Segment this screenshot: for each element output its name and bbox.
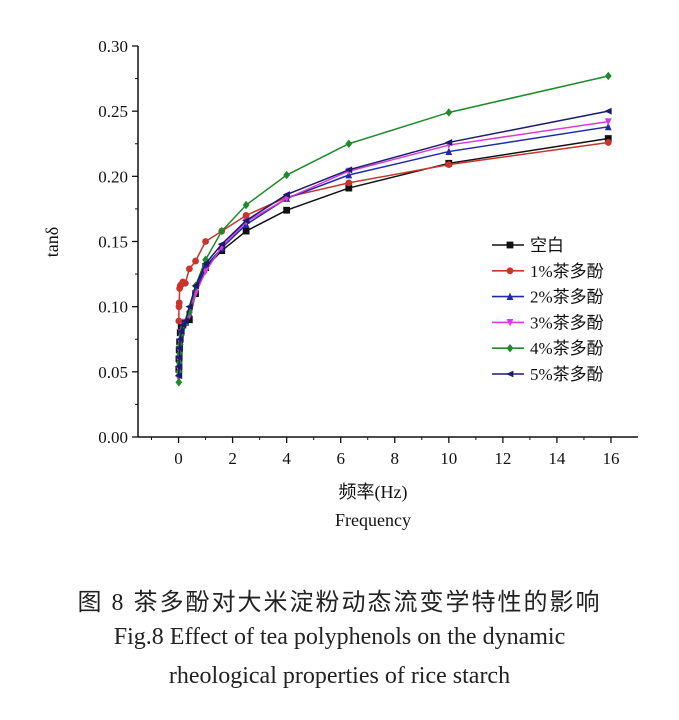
series-5 <box>174 107 612 380</box>
x-tick-label: 16 <box>602 449 619 468</box>
chart-legend: 空白 1%茶多酚 2%茶多酚 3%茶多酚 4%茶多酚 5%茶多酚 <box>492 236 604 384</box>
data-point <box>445 161 453 169</box>
data-point <box>604 135 612 142</box>
chart-axes: 0.00 0.05 0.10 0.15 0.20 0.25 0.30 0 2 4 6 8 10 12 14 1… <box>98 37 638 468</box>
data-point <box>604 71 612 81</box>
legend-marker <box>506 370 514 378</box>
legend-label: 5%茶多酚 <box>530 365 604 384</box>
x-axis-label-en: Frequency <box>335 510 411 530</box>
y-tick-label: 0.30 <box>98 37 128 56</box>
legend-label: 2%茶多酚 <box>530 288 604 307</box>
data-point <box>176 335 184 343</box>
data-point <box>185 303 193 311</box>
data-point <box>283 206 291 214</box>
data-point <box>175 317 183 325</box>
data-point <box>217 240 226 248</box>
legend-label: 3%茶多酚 <box>530 313 604 332</box>
x-tick-label: 6 <box>336 449 345 468</box>
x-tick-label: 2 <box>228 449 237 468</box>
legend-label: 4%茶多酚 <box>530 339 604 358</box>
data-point <box>345 184 353 192</box>
data-point <box>345 139 353 148</box>
y-axis-label: tanδ <box>42 227 62 257</box>
tan-delta-frequency-chart: 0.00 0.05 0.10 0.15 0.20 0.25 0.30 0 2 4 6 8 10 12 14 1… <box>42 37 638 530</box>
x-tick-label: 4 <box>282 449 291 468</box>
legend-marker <box>506 344 514 353</box>
legend-marker <box>506 292 514 300</box>
y-tick-label: 0.10 <box>98 298 128 317</box>
data-point <box>175 299 183 307</box>
figure-caption-en-line1: Fig.8 Effect of tea polyphenols on the d… <box>113 624 566 650</box>
x-tick-label: 10 <box>440 449 457 468</box>
y-tick-label: 0.15 <box>98 233 128 252</box>
data-point <box>242 200 250 210</box>
data-point <box>177 328 185 335</box>
data-point <box>604 139 612 146</box>
data-point <box>175 378 183 387</box>
data-point <box>191 282 199 290</box>
data-point <box>345 179 353 187</box>
y-tick-label: 0.25 <box>98 102 128 121</box>
data-point <box>202 268 209 276</box>
data-point <box>181 279 189 287</box>
data-point <box>181 317 189 325</box>
legend-marker <box>506 241 514 249</box>
data-point <box>344 166 353 174</box>
figure-caption-cn: 图 8 茶多酚对大米淀粉动态流变学特性的影响 <box>77 590 602 616</box>
data-point <box>242 212 250 219</box>
data-point <box>178 321 187 329</box>
legend-label: 1%茶多酚 <box>530 262 604 281</box>
data-point <box>175 354 183 361</box>
legend-marker <box>506 319 514 327</box>
data-point <box>174 363 183 371</box>
data-point <box>175 344 184 352</box>
y-tick-label: 0.20 <box>98 167 128 186</box>
x-tick-label: 14 <box>548 449 566 468</box>
legend-label: 空白 <box>530 236 564 255</box>
data-point <box>202 238 209 245</box>
data-point <box>218 226 226 236</box>
data-point <box>283 170 291 180</box>
data-point <box>192 257 199 265</box>
data-point <box>282 191 291 198</box>
data-point <box>445 147 453 155</box>
y-tick-label: 0.05 <box>98 363 128 382</box>
data-point <box>445 108 453 117</box>
data-point <box>444 139 453 146</box>
data-point <box>201 260 209 268</box>
x-tick-label: 12 <box>494 449 511 468</box>
x-tick-label: 8 <box>391 449 400 468</box>
x-tick-label: 0 <box>174 449 183 468</box>
data-point <box>185 265 193 273</box>
data-point <box>604 107 612 115</box>
chart-plot-area <box>174 71 612 387</box>
data-point <box>604 118 612 126</box>
y-tick-label: 0.00 <box>98 428 128 447</box>
data-point <box>604 122 612 131</box>
data-point <box>242 227 250 235</box>
x-axis-label-cn: 频率(Hz) <box>339 482 408 503</box>
data-point <box>174 372 183 380</box>
figure-caption-en-line2: rheological properties of rice starch <box>168 663 511 689</box>
data-point <box>242 217 250 225</box>
legend-marker <box>506 267 514 275</box>
